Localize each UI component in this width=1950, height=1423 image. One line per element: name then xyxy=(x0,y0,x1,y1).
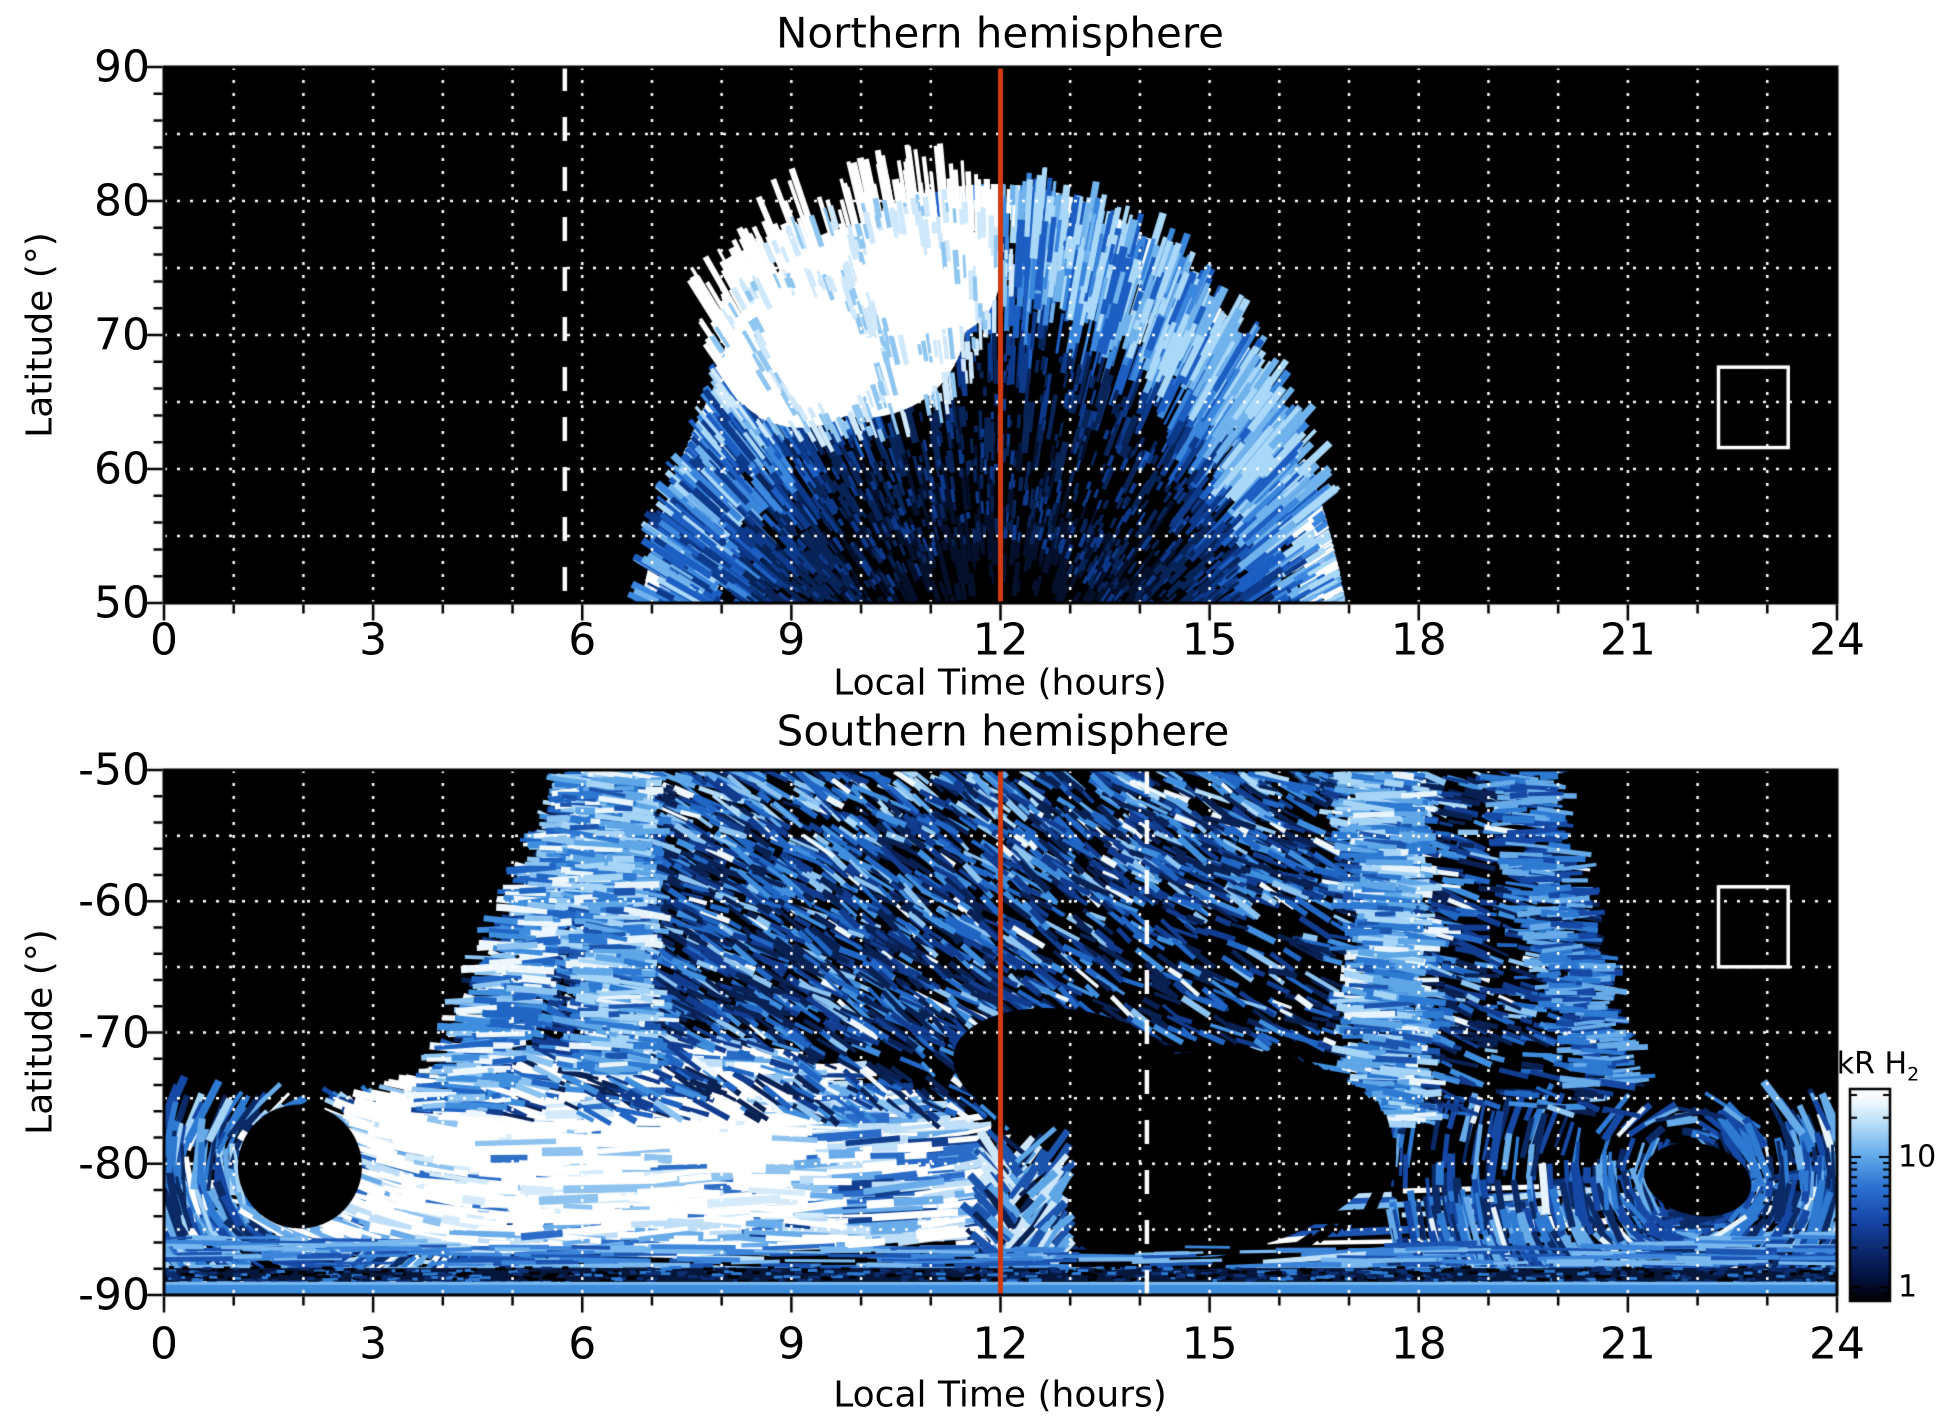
south-panel-title: Southern hemisphere xyxy=(776,706,1230,756)
x-tick-label: 0 xyxy=(150,1318,178,1370)
colorbar-title-text: kR H xyxy=(1836,1046,1908,1082)
x-tick-label: 24 xyxy=(1809,614,1865,666)
north-yaxis-label: Latitude (°) xyxy=(19,232,61,438)
south-yaxis-label: Latitude (°) xyxy=(19,929,61,1135)
south-xaxis-label: Local Time (hours) xyxy=(833,1374,1167,1416)
y-tick-label: -60 xyxy=(78,875,150,927)
x-tick-label: 21 xyxy=(1599,614,1656,666)
x-tick-label: 12 xyxy=(972,1318,1029,1370)
y-tick-label: -80 xyxy=(78,1138,150,1190)
colorbar-title: kR H2 xyxy=(1837,1047,1919,1086)
colorbar-tick-10: 10 xyxy=(1898,1139,1937,1175)
y-tick-label: 70 xyxy=(94,309,150,361)
x-tick-label: 15 xyxy=(1181,1318,1238,1370)
x-tick-label: 0 xyxy=(150,614,178,666)
y-tick-label: 60 xyxy=(94,443,150,495)
y-tick-label: 50 xyxy=(94,577,150,629)
x-tick-label: 6 xyxy=(568,614,597,666)
x-tick-label: 21 xyxy=(1599,1318,1656,1370)
x-tick-label: 18 xyxy=(1390,614,1447,666)
y-tick-label: -90 xyxy=(78,1269,150,1321)
x-tick-label: 3 xyxy=(359,614,388,666)
x-tick-label: 12 xyxy=(972,614,1029,666)
y-tick-label: -70 xyxy=(78,1007,150,1058)
north-panel-title: Northern hemisphere xyxy=(775,8,1225,58)
y-tick-label: -50 xyxy=(78,744,150,796)
x-tick-label: 18 xyxy=(1390,1318,1447,1370)
y-tick-label: 90 xyxy=(94,41,150,93)
x-tick-label: 15 xyxy=(1181,614,1238,666)
x-tick-label: 6 xyxy=(568,1318,597,1370)
colorbar-title-subscript: 2 xyxy=(1907,1063,1920,1086)
north-xaxis-label: Local Time (hours) xyxy=(833,662,1167,704)
x-tick-label: 24 xyxy=(1809,1318,1865,1370)
x-tick-label: 9 xyxy=(777,1318,806,1370)
colorbar-tick-1: 1 xyxy=(1898,1269,1918,1305)
x-tick-label: 3 xyxy=(359,1318,388,1370)
x-tick-label: 9 xyxy=(777,614,806,666)
y-tick-label: 80 xyxy=(94,175,150,227)
